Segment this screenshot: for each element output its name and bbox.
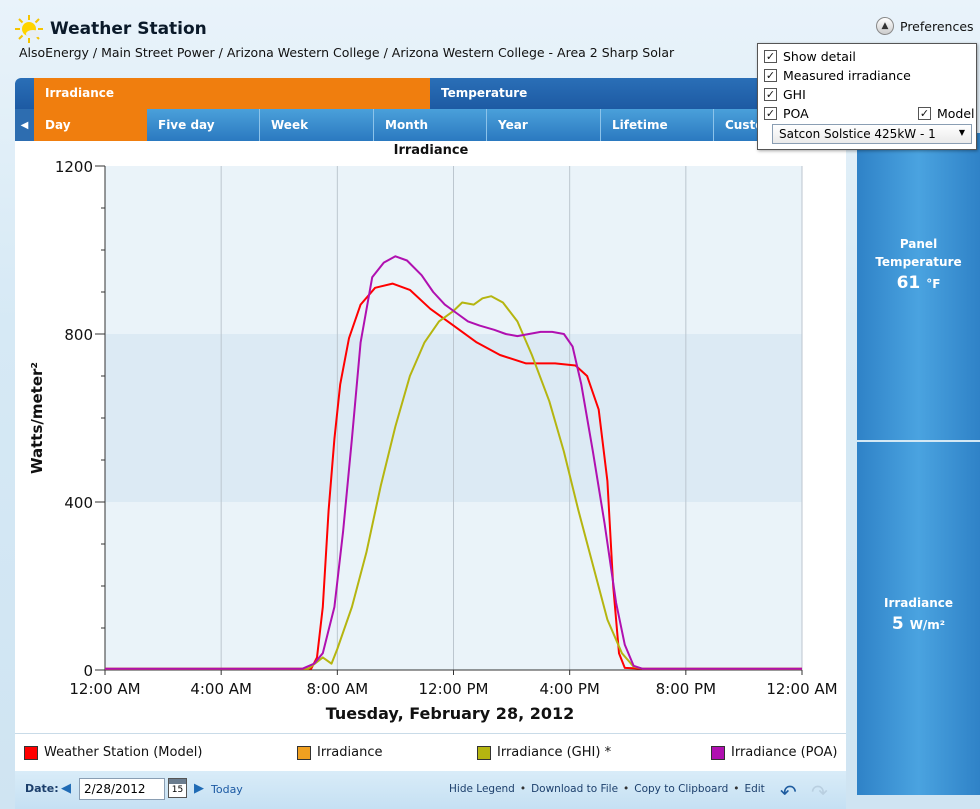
undo-icon[interactable]: ↶ [780,780,797,804]
legend-item-irradiance[interactable]: Irradiance [297,745,382,760]
pref-measured-irradiance[interactable]: ✓ Measured irradiance [764,68,911,83]
y-axis-label: Watts/meter² [28,362,46,474]
legend-swatch [24,745,38,760]
legend-label: Irradiance [317,745,383,760]
x-tick-label: 12:00 AM [766,680,837,698]
series-line-0 [105,282,802,670]
chart-title: Irradiance [394,143,469,158]
edit-link[interactable]: Edit [744,783,765,795]
chevron-up-icon: ▲ [876,17,894,35]
separator: • [623,783,630,795]
copy-link[interactable]: Copy to Clipboard [634,783,729,795]
irradiance-value: 5 W/m² [857,614,980,634]
scroll-left-icon[interactable]: ◀ [15,109,34,141]
ghi-checkbox[interactable]: ✓ [764,88,777,101]
chart-legend: Weather Station (Model) Irradiance Irrad… [15,733,846,771]
tab-year[interactable]: Year [487,109,601,141]
legend-label: Irradiance (POA) [731,745,838,760]
legend-item-poa[interactable]: Irradiance (POA) [711,745,838,760]
calendar-icon[interactable]: 15 [168,778,187,798]
pref-label: Show detail [783,49,856,64]
poa-checkbox[interactable]: ✓ [764,107,777,120]
pref-label: GHI [783,87,806,102]
side-panel: Panel Temperature 61 °F Irradiance 5 W/m… [857,78,980,800]
sun-icon [15,15,43,43]
panel-temperature-unit: °F [926,277,941,291]
model-checkbox[interactable]: ✓ [918,107,931,120]
pref-label: Model [937,106,975,121]
panel-temperature-label: Panel [899,237,938,251]
panel-temperature-label: Temperature [875,255,962,269]
irradiance-number: 5 [891,614,904,634]
primary-tabs: Irradiance Temperature [15,78,846,109]
tab-custom[interactable]: Custo [725,118,764,132]
model-select[interactable]: Satcon Solstice 425kW - 1 ▼ [772,124,972,144]
tab-week[interactable]: Week [260,109,374,141]
redo-icon[interactable]: ↷ [811,780,828,804]
x-tick-label: 8:00 PM [656,680,716,698]
chart-actions: Hide Legend • Download to File • Copy to… [449,783,765,795]
pref-show-detail[interactable]: ✓ Show detail [764,49,856,64]
series-line-2 [105,255,802,670]
x-tick-label: 4:00 PM [539,680,599,698]
chevron-down-icon: ▼ [958,128,965,137]
model-select-value: Satcon Solstice 425kW - 1 [779,127,936,141]
irradiance-chart: 0 400 800 1200 12:00 AM 4:00 AM 8:00 AM 12:00 P… [28,143,838,723]
legend-swatch [711,745,725,760]
separator: • [733,783,740,795]
y-tick-label: 1200 [55,158,93,176]
irradiance-label: Irradiance [884,596,953,610]
panel-temperature-number: 61 [896,273,921,293]
preferences-label: Preferences [900,18,974,34]
tab-lifetime[interactable]: Lifetime [601,109,714,141]
panel-temperature-tile[interactable]: Panel Temperature 61 °F [857,133,980,440]
show-detail-checkbox[interactable]: ✓ [764,50,777,63]
tab-day[interactable]: Day [34,109,147,141]
breadcrumb: AlsoEnergy / Main Street Power / Arizona… [19,45,675,60]
irradiance-tile[interactable]: Irradiance 5 W/m² [857,442,980,795]
x-axis-label: Tuesday, February 28, 2012 [326,704,575,723]
next-day-icon[interactable]: ▶ [194,781,204,796]
pref-model[interactable]: ✓ Model [918,106,975,121]
date-label: Date: [25,782,59,795]
preferences-toggle[interactable]: ▲ Preferences [876,17,974,35]
y-tick-label: 800 [64,326,93,344]
legend-label: Irradiance (GHI) * [497,745,612,760]
hide-legend-link[interactable]: Hide Legend [449,783,515,795]
previous-day-icon[interactable]: ◀ [61,781,71,796]
pref-label: POA [783,106,809,121]
today-link[interactable]: Today [211,783,243,796]
x-tick-label: 12:00 PM [419,680,489,698]
legend-label: Weather Station (Model) [44,745,203,760]
x-tick-label: 8:00 AM [307,680,369,698]
legend-swatch [477,745,491,760]
bottom-toolbar: Date: ◀ 15 ▶ Today Hide Legend • Downloa… [15,771,846,809]
pref-label: Measured irradiance [783,68,911,83]
x-tick-label: 4:00 AM [190,680,252,698]
x-tick-label: 12:00 AM [69,680,140,698]
download-link[interactable]: Download to File [531,783,619,795]
y-tick-label: 400 [64,494,93,512]
irradiance-unit: W/m² [909,618,946,632]
legend-swatch [297,745,311,760]
panel-temperature-value: 61 °F [857,273,980,293]
pref-poa[interactable]: ✓ POA [764,106,809,121]
y-tick-label: 0 [83,662,93,680]
tab-month[interactable]: Month [374,109,487,141]
legend-item-model[interactable]: Weather Station (Model) [24,745,202,760]
chart-panel: Irradiance Temperature ◀ Day Five day We… [15,78,846,809]
tab-temperature[interactable]: Temperature [441,86,528,100]
preferences-popup: ✓ Show detail ✓ Measured irradiance ✓ GH… [757,43,977,150]
tab-irradiance[interactable]: Irradiance [34,78,430,109]
date-input[interactable] [79,778,165,800]
legend-item-ghi[interactable]: Irradiance (GHI) * [477,745,611,760]
separator: • [519,783,527,795]
header: Weather Station AlsoEnergy / Main Street… [0,0,980,78]
measured-irradiance-checkbox[interactable]: ✓ [764,69,777,82]
pref-ghi[interactable]: ✓ GHI [764,87,806,102]
tab-five-day[interactable]: Five day [147,109,260,141]
range-tabs: ◀ Day Five day Week Month Year Lifetime … [15,109,846,141]
series-line-1 [105,295,802,670]
app-title: Weather Station [50,19,207,39]
